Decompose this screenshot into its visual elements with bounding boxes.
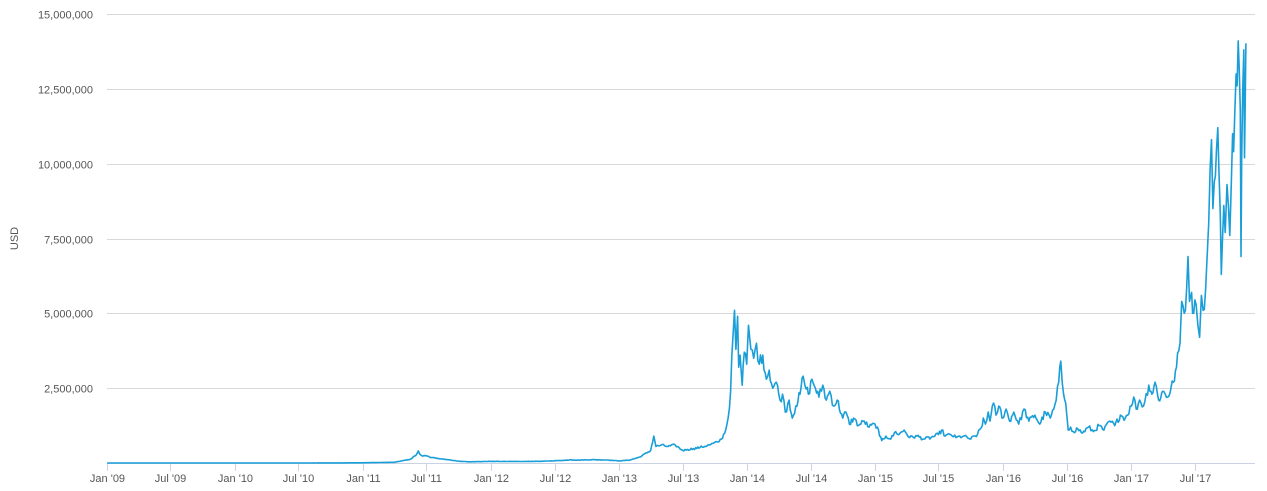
y-tick-label: 12,500,000 bbox=[38, 85, 93, 97]
gridlines bbox=[107, 14, 1255, 389]
x-tick-label: Jan '13 bbox=[602, 473, 637, 485]
x-tick-label: Jan '17 bbox=[1114, 473, 1149, 485]
series-line bbox=[106, 40, 1247, 464]
x-tick-label: Jan '12 bbox=[474, 473, 509, 485]
x-tick-label: Jan '11 bbox=[346, 473, 380, 485]
y-tick-label: 15,000,000 bbox=[38, 10, 93, 22]
x-tick-label: Jan '10 bbox=[218, 473, 253, 485]
series-group bbox=[106, 40, 1247, 464]
x-axis: Jan '09 Jul '09 Jan '10 Jul '10 Jan '11 Jul '… bbox=[90, 463, 1255, 485]
x-tick-label: Jul '17 bbox=[1180, 473, 1211, 485]
y-tick-label: 2,500,000 bbox=[44, 384, 93, 396]
y-tick-label: 10,000,000 bbox=[38, 160, 93, 172]
x-tick-label: Jul '16 bbox=[1052, 473, 1083, 485]
x-tick-label: Jul '11 bbox=[411, 473, 442, 485]
x-tick-label: Jul '15 bbox=[923, 473, 954, 485]
x-tick-label: Jul '14 bbox=[796, 473, 827, 485]
x-tick-label: Jan '14 bbox=[730, 473, 765, 485]
y-axis-title: USD bbox=[9, 227, 21, 250]
x-tick-label: Jan '15 bbox=[858, 473, 893, 485]
x-tick-label: Jan '16 bbox=[986, 473, 1021, 485]
y-tick-label: 5,000,000 bbox=[44, 309, 93, 321]
x-tick-label: Jul '12 bbox=[540, 473, 571, 485]
y-axis: 2,500,000 5,000,000 7,500,000 10,000,000 12,… bbox=[38, 10, 93, 396]
x-tick-label: Jan '09 bbox=[90, 473, 125, 485]
y-tick-label: 7,500,000 bbox=[44, 235, 93, 247]
x-tick-label: Jul '10 bbox=[283, 473, 314, 485]
x-tick-label: Jul '13 bbox=[668, 473, 699, 485]
x-tick-label: Jul '09 bbox=[155, 473, 186, 485]
